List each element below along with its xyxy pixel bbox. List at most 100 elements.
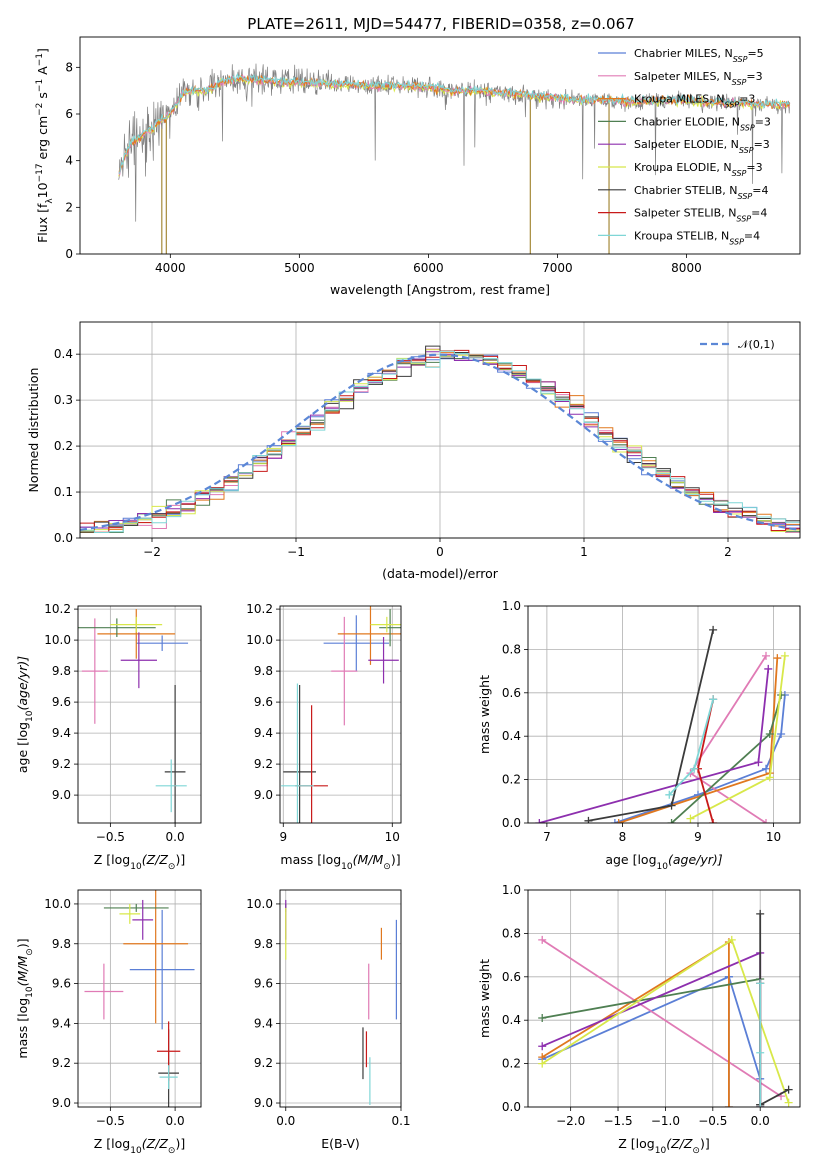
residuals-axes: −2 −1 0 1 2 0.0 0.1 0.2 0.3 0.4 𝒩(0,1) (data-model)…: [26, 321, 801, 581]
residuals-xticklabel: −2: [143, 545, 161, 559]
mass-vs-z-yticklabel: 9.2: [52, 1056, 71, 1070]
mass-vs-ebv-xticklabel: 0.0: [276, 1114, 295, 1128]
weight-vs-age-marker: [667, 801, 676, 810]
residuals-yticklabel: 0.1: [54, 485, 73, 499]
weight-vs-age-marker: [765, 773, 774, 782]
mass-vs-ebv-xlabel: E(B-V): [321, 1136, 360, 1151]
spectrum-legend-entry: Salpeter ELODIE, NSSP=3: [634, 138, 770, 155]
residuals-plot-area: [80, 345, 800, 538]
weight-vs-age-marker: [690, 764, 699, 773]
age-vs-mass-frame: [279, 605, 402, 824]
weight-vs-z-xticklabel: −0.5: [698, 1114, 727, 1128]
weight-vs-age-yticklabel: 1.0: [502, 599, 521, 613]
spectrum-xticklabel: 4000: [155, 261, 186, 275]
residuals-yticklabel: 0.0: [54, 531, 73, 545]
age-vs-z-yticklabel: 9.2: [52, 757, 71, 771]
age-vs-mass-xticklabel: 10: [385, 830, 400, 844]
residuals-yticklabel: 0.2: [54, 439, 73, 453]
weight-vs-z-yticklabel: 0.6: [502, 970, 521, 984]
weight-vs-age-yticklabel: 0.8: [502, 642, 521, 656]
mass-vs-z-yticklabel: 9.4: [52, 1016, 71, 1030]
weight-vs-z-marker: [724, 1103, 733, 1107]
weight-vs-age-marker: [764, 664, 773, 673]
age-vs-mass-yticklabel: 9.8: [254, 664, 273, 678]
age-vs-mass-yticklabel: 9.4: [254, 726, 273, 740]
spectrum-xticklabel: 6000: [413, 261, 444, 275]
spectrum-model-line: [118, 72, 790, 174]
weight-vs-z-yticklabel: 1.0: [502, 883, 521, 897]
spectrum-yticklabel: 4: [65, 154, 73, 168]
weight-vs-z-series-line: [541, 951, 762, 1107]
weight-vs-z-xticklabel: −1.5: [603, 1114, 632, 1128]
weight-vs-z-marker: [784, 1098, 793, 1107]
age-vs-z-ylabel: age [log10(age/yr)]: [15, 656, 35, 773]
spectrum-legend-entry: Kroupa MILES, NSSP=3: [634, 93, 755, 110]
weight-vs-age-marker: [777, 730, 786, 739]
age-vs-z-axes: −0.5 0.0 9.0 9.2 9.4 9.6 9.8 10.0 10.2 Z [log10(Z…: [15, 602, 202, 872]
weight-vs-z-marker: [756, 1103, 765, 1107]
weight-vs-z-yticklabel: 0.8: [502, 926, 521, 940]
weight-vs-z-marker: [756, 909, 765, 918]
weight-vs-age-marker: [535, 819, 544, 823]
spectrum-yticklabel: 2: [65, 200, 73, 214]
weight-vs-age-marker: [780, 651, 789, 660]
weight-vs-z-frame: [527, 889, 801, 1108]
mass-vs-ebv-yticklabel: 9.8: [254, 937, 273, 951]
spectrum-plot-area: [118, 63, 791, 254]
age-vs-mass-xlabel: mass [log10(M/M⊙)]: [280, 852, 400, 872]
mass-vs-z-xticklabel: −0.5: [96, 1114, 125, 1128]
residuals-xticklabel: 2: [724, 545, 732, 559]
spectrum-legend-entry: Kroupa STELIB, NSSP=4: [634, 229, 760, 246]
spectrum-legend-entry: Chabrier MILES, NSSP=5: [634, 47, 764, 64]
age-vs-z-xticklabel: 0.0: [166, 830, 185, 844]
mass-vs-ebv-plot-area: [285, 899, 397, 1106]
spectrum-frame: [79, 36, 801, 255]
age-vs-z-yticklabel: 9.4: [52, 726, 71, 740]
weight-vs-age-axes: 7 8 9 10 0.0 0.2 0.4 0.6 0.8 1.0 age [log10(age/yr…: [477, 599, 801, 872]
spectrum-yticklabel: 6: [65, 107, 73, 121]
weight-vs-age-series-line: [697, 699, 714, 823]
weight-vs-age-marker: [584, 816, 593, 823]
weight-vs-z-series-line: [541, 940, 730, 1107]
weight-vs-age-marker: [665, 790, 674, 799]
residuals-xticklabel: 0: [436, 545, 444, 559]
age-vs-z-yticklabel: 10.0: [44, 633, 71, 647]
mass-vs-ebv-yticklabel: 9.2: [254, 1056, 273, 1070]
age-vs-mass-xticklabel: 9: [279, 830, 287, 844]
age-vs-z-xticklabel: −0.5: [96, 830, 125, 844]
age-vs-mass-yticklabel: 10.2: [246, 602, 273, 616]
weight-vs-z-ylabel: mass weight: [477, 959, 492, 1038]
mass-vs-z-axes: −0.5 0.0 9.0 9.2 9.4 9.6 9.8 10.0 Z [log10(Z/Z⊙)…: [15, 889, 202, 1156]
mass-vs-ebv-xticklabel: 0.1: [391, 1114, 410, 1128]
mass-vs-z-ylabel: mass [log10(M/M⊙)]: [15, 938, 35, 1058]
mass-vs-z-yticklabel: 9.8: [52, 937, 71, 951]
weight-vs-z-axes: −2.0 −1.5 −1.0 −0.5 0.0 0.0 0.2 0.4 0.6 0.8 1.0 Z […: [477, 883, 801, 1156]
weight-vs-z-xticklabel: 0.0: [751, 1114, 770, 1128]
age-vs-z-yticklabel: 9.0: [52, 788, 71, 802]
weight-vs-z-marker: [727, 935, 736, 944]
weight-vs-z-xticklabel: −2.0: [556, 1114, 585, 1128]
weight-vs-age-marker: [762, 819, 770, 823]
weight-vs-z-marker: [538, 1059, 547, 1068]
weight-vs-z-marker: [538, 935, 547, 944]
mass-vs-z-frame: [77, 889, 202, 1108]
weight-vs-z-xlabel: Z [log10(Z/Z⊙)]: [618, 1136, 709, 1156]
residuals-yticklabel: 0.3: [54, 393, 73, 407]
residuals-legend-entry: 𝒩(0,1): [738, 338, 775, 351]
mass-vs-z-yticklabel: 10.0: [44, 897, 71, 911]
spectrum-legend-entry: Chabrier STELIB, NSSP=4: [634, 184, 768, 201]
spectrum-legend-entry: Kroupa ELODIE, NSSP=3: [634, 161, 763, 178]
mass-vs-z-xlabel: Z [log10(Z/Z⊙)]: [94, 1136, 185, 1156]
age-vs-z-xlabel: Z [log10(Z/Z⊙)]: [94, 852, 185, 872]
weight-vs-age-marker: [762, 651, 770, 660]
spectrum-yticklabel: 8: [65, 60, 73, 74]
mass-vs-ebv-yticklabel: 9.6: [254, 977, 273, 991]
spectrum-xlabel: wavelength [Angstrom, rest frame]: [330, 282, 550, 297]
weight-vs-z-yticklabel: 0.0: [502, 1100, 521, 1114]
residuals-frame: [79, 321, 801, 539]
weight-vs-z-marker: [784, 1085, 793, 1094]
weight-vs-age-yticklabel: 0.2: [502, 773, 521, 787]
spectrum-xticklabel: 8000: [671, 261, 702, 275]
spectrum-legend-entry: Chabrier ELODIE, NSSP=3: [634, 115, 771, 131]
